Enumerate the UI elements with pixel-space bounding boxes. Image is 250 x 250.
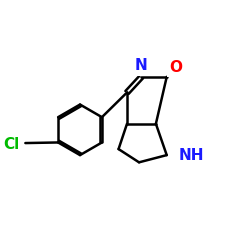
Text: Cl: Cl	[3, 137, 19, 152]
Text: O: O	[170, 60, 182, 75]
Text: NH: NH	[178, 148, 204, 162]
Text: N: N	[135, 58, 148, 74]
